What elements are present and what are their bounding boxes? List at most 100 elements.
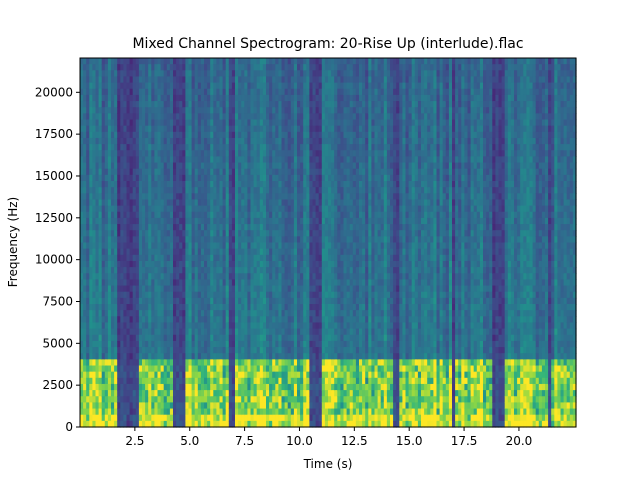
spectrogram-cell — [303, 390, 307, 397]
spectrogram-cell — [138, 211, 143, 219]
spectrogram-cell — [297, 328, 301, 336]
spectrogram-cell — [191, 377, 196, 385]
spectrogram-cell — [259, 408, 264, 416]
spectrogram-cell — [231, 119, 236, 127]
spectrogram-cell — [247, 254, 252, 262]
spectrogram-cell — [86, 144, 90, 151]
spectrogram-cell — [235, 297, 239, 305]
spectrogram-cell — [219, 70, 224, 78]
spectrogram-cell — [194, 174, 199, 182]
spectrogram-cell — [269, 224, 273, 231]
spectrogram-cell — [157, 174, 162, 182]
spectrogram-cell — [216, 396, 221, 403]
spectrogram-cell — [114, 64, 118, 71]
spectrogram-cell — [269, 162, 273, 170]
spectrogram-cell — [244, 187, 248, 194]
spectrogram-cell — [132, 310, 137, 317]
spectrogram-cell — [300, 193, 304, 201]
spectrogram-cell — [111, 193, 115, 201]
spectrogram-cell — [262, 297, 267, 305]
spectrogram-cell — [306, 340, 310, 348]
spectrogram-cell — [95, 230, 100, 237]
spectrogram-cell — [123, 285, 128, 293]
spectrogram-cell — [312, 174, 317, 182]
spectrogram-cell — [253, 150, 258, 157]
spectrogram-cell — [129, 107, 134, 114]
spectrogram-cell — [300, 365, 304, 373]
spectrogram-cell — [318, 174, 323, 182]
spectrogram-cell — [321, 88, 326, 96]
spectrogram-cell — [216, 347, 221, 354]
spectrogram-cell — [219, 248, 224, 256]
spectrogram-cell — [303, 242, 307, 250]
spectrogram-cell — [315, 119, 320, 127]
spectrogram-cell — [157, 187, 162, 194]
spectrogram-cell — [297, 217, 301, 225]
spectrogram-cell — [324, 199, 329, 207]
spectrogram-cell — [173, 156, 177, 164]
spectrogram-cell — [318, 64, 323, 71]
spectrogram-cell — [278, 236, 283, 244]
spectrogram-cell — [101, 58, 106, 65]
spectrogram-cell — [176, 328, 180, 336]
spectrogram-cell — [259, 224, 264, 231]
spectrogram-cell — [216, 150, 221, 157]
spectrogram-cell — [228, 340, 233, 348]
spectrogram-cell — [321, 162, 326, 170]
spectrogram-cell — [334, 359, 338, 367]
spectrogram-cell — [290, 396, 295, 403]
spectrogram-cell — [297, 224, 301, 231]
spectrogram-cell — [324, 193, 329, 201]
spectrogram-cell — [231, 211, 236, 219]
spectrogram-cell — [98, 328, 103, 336]
spectrogram-cell — [151, 279, 155, 287]
spectrogram-cell — [259, 88, 264, 96]
spectrogram-cell — [318, 131, 323, 139]
spectrogram-cell — [126, 402, 131, 410]
spectrogram-cell — [151, 94, 155, 102]
spectrogram-cell — [213, 420, 217, 428]
spectrogram-cell — [114, 383, 118, 391]
spectrogram-cell — [157, 125, 162, 133]
spectrogram-cell — [303, 408, 307, 416]
spectrogram-cell — [328, 334, 332, 342]
spectrogram-cell — [287, 224, 292, 231]
spectrogram-cell — [123, 181, 128, 188]
spectrogram-cell — [182, 125, 186, 133]
spectrogram-cell — [334, 390, 338, 397]
spectrogram-cell — [160, 94, 165, 102]
spectrogram-cell — [225, 359, 230, 367]
spectrogram-cell — [247, 58, 252, 65]
spectrogram-cell — [151, 285, 155, 293]
spectrogram-cell — [80, 168, 84, 176]
spectrogram-cell — [179, 64, 183, 71]
spectrogram-cell — [207, 267, 211, 274]
spectrogram-cell — [287, 396, 292, 403]
spectrogram-cell — [92, 113, 97, 121]
spectrogram-cell — [197, 205, 202, 213]
spectrogram-cell — [176, 137, 180, 145]
spectrogram-cell — [95, 199, 100, 207]
spectrogram-cell — [244, 224, 248, 231]
spectrogram-cell — [312, 125, 317, 133]
spectrogram-cell — [197, 150, 202, 157]
spectrogram-cell — [281, 390, 286, 397]
spectrogram-cell — [235, 168, 239, 176]
spectrogram-cell — [281, 217, 286, 225]
spectrogram-cell — [306, 144, 310, 151]
spectrogram-cell — [101, 211, 106, 219]
spectrogram-cell — [297, 254, 301, 262]
spectrogram-cell — [278, 371, 283, 379]
spectrogram-cell — [169, 267, 174, 274]
spectrogram-cell — [151, 390, 155, 397]
spectrogram-cell — [272, 285, 276, 293]
spectrogram-cell — [104, 297, 109, 305]
spectrogram-cell — [95, 248, 100, 256]
spectrogram-cell — [259, 359, 264, 367]
spectrogram-cell — [210, 304, 214, 311]
spectrogram-cell — [98, 285, 103, 293]
spectrogram-cell — [312, 371, 317, 379]
spectrogram-cell — [238, 150, 242, 157]
spectrogram-cell — [92, 316, 97, 324]
spectrogram-cell — [191, 150, 196, 157]
